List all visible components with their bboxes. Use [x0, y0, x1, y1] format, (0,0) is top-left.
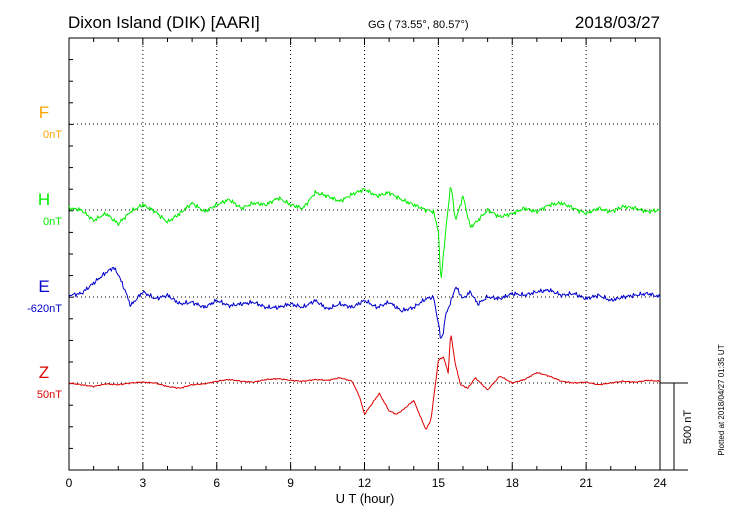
x-tick-label: 6 [213, 476, 220, 490]
station-title: Dixon Island (DIK) [AARI] [68, 13, 260, 32]
series-name-f: F [39, 103, 49, 122]
plotted-note: Plotted at 2018/04/27 01:35 UT [717, 344, 726, 455]
x-tick-labels: 0 3 6 9 12 15 18 21 24 [66, 476, 667, 490]
series-line-z [68, 335, 661, 430]
series-offset-h: 0nT [43, 216, 62, 228]
series-name-e: E [38, 277, 49, 296]
series-line-e [68, 266, 661, 339]
series-lines [68, 187, 661, 430]
series-labels: F 0nT H 0nT E -620nT Z 50nT [27, 103, 62, 401]
series-name-z: Z [39, 363, 49, 382]
x-axis-label: U T (hour) [336, 491, 395, 506]
x-tick-label: 15 [432, 476, 446, 490]
grid-lines [69, 38, 660, 470]
x-tick-label: 21 [579, 476, 593, 490]
x-tick-label: 18 [506, 476, 520, 490]
station-coords: GG ( 73.55°, 80.57°) [368, 19, 469, 31]
chart-date: 2018/03/27 [575, 13, 660, 32]
x-tick-label: 12 [358, 476, 372, 490]
series-offset-f: 0nT [43, 129, 62, 141]
axis-ticks [68, 38, 661, 470]
series-line-h [68, 187, 661, 278]
x-tick-label: 0 [66, 476, 73, 490]
x-tick-label: 3 [140, 476, 147, 490]
x-tick-label: 24 [653, 476, 667, 490]
series-offset-e: -620nT [27, 303, 62, 315]
x-tick-label: 9 [287, 476, 294, 490]
series-name-h: H [38, 190, 50, 209]
series-offset-z: 50nT [37, 389, 62, 401]
scale-bar-label: 500 nT [682, 410, 694, 445]
scale-bar [660, 382, 688, 471]
